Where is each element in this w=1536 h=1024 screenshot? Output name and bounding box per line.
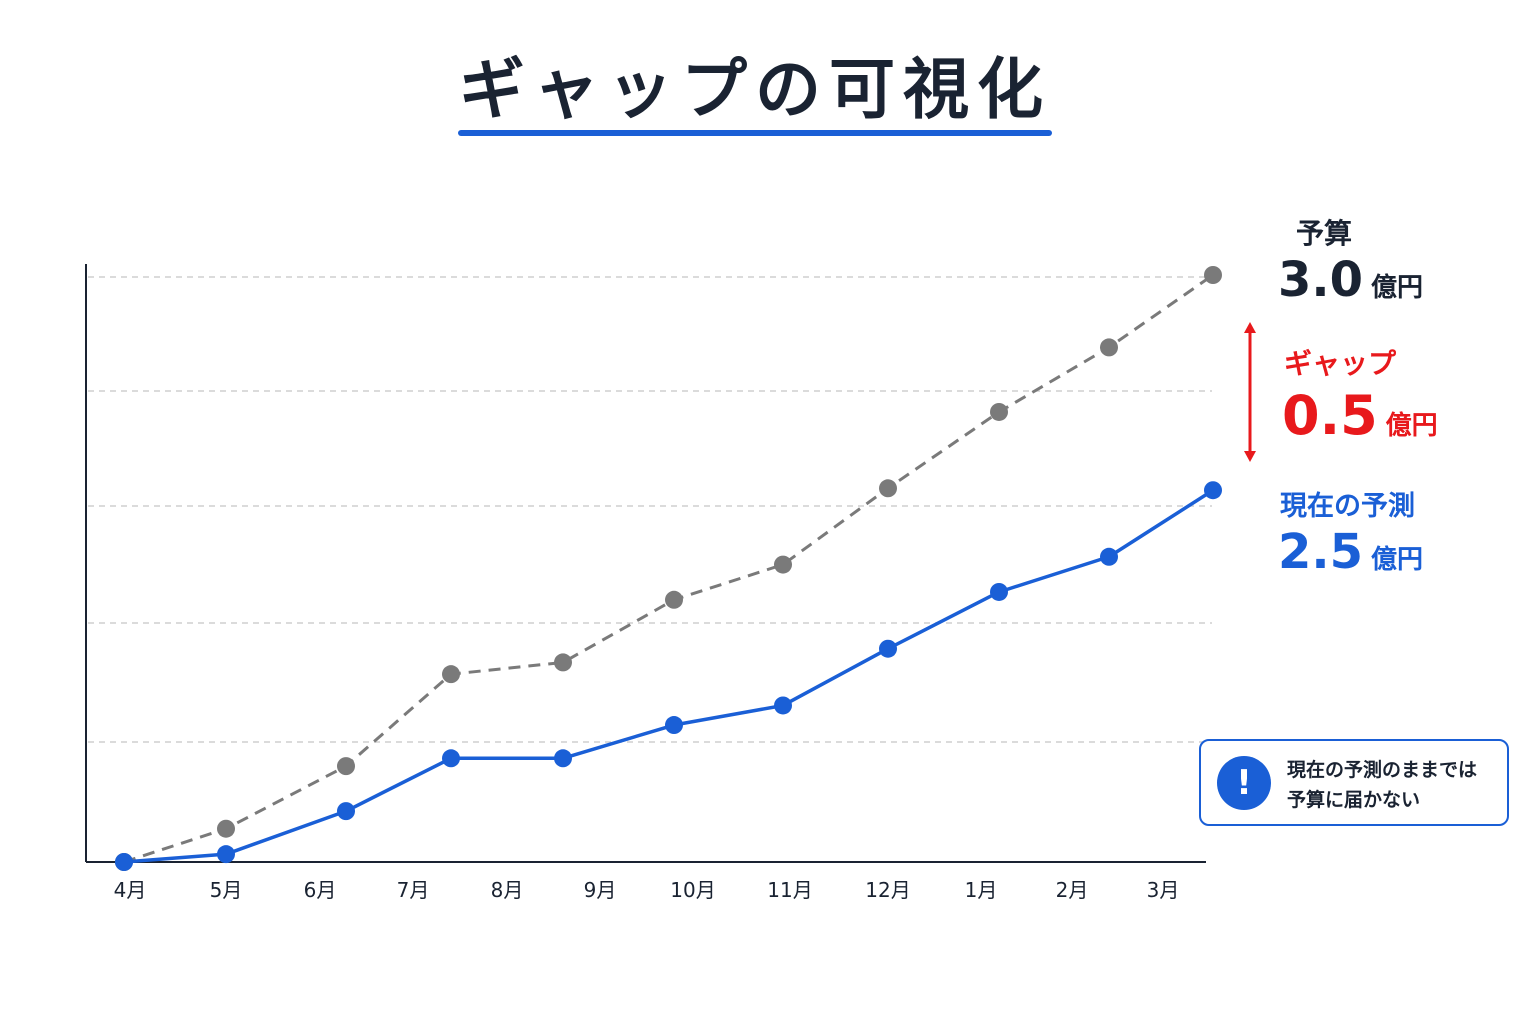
budget-point — [442, 665, 460, 684]
x-tick-label: 9月 — [584, 878, 617, 902]
x-tick-labels: 4月 5月 6月 7月 8月 9月 10月 11月 12月 1月 2月 3月 — [114, 878, 1180, 902]
forecast-value: 2.5 億円 — [1278, 524, 1423, 580]
gap-value-unit: 億円 — [1385, 411, 1438, 441]
budget-value-number: 3.0 — [1278, 252, 1364, 308]
x-tick-label: 3月 — [1147, 878, 1180, 902]
forecast-point — [990, 582, 1008, 601]
warning-note-line2: 予算に届かない — [1287, 789, 1421, 811]
budget-point — [774, 555, 792, 574]
budget-point — [990, 402, 1008, 421]
x-tick-label: 6月 — [304, 878, 337, 902]
x-tick-label: 4月 — [114, 878, 147, 902]
budget-series-line — [123, 273, 1214, 864]
budget-point — [1100, 338, 1118, 357]
forecast-value-number: 2.5 — [1278, 524, 1364, 580]
series-layer — [115, 266, 1222, 871]
forecast-point — [879, 639, 897, 658]
title-underline — [458, 130, 1052, 136]
budget-point — [554, 653, 572, 672]
forecast-point — [1100, 547, 1118, 566]
forecast-label: 現在の予測 — [1280, 491, 1415, 522]
forecast-point — [442, 749, 460, 768]
budget-point — [665, 590, 683, 609]
gap-value-number: 0.5 — [1282, 384, 1378, 447]
forecast-point — [115, 853, 133, 871]
x-tick-label: 11月 — [767, 878, 812, 902]
x-tick-label: 7月 — [397, 878, 430, 902]
forecast-point — [774, 696, 792, 715]
forecast-value-unit: 億円 — [1371, 545, 1424, 575]
warning-note-text: 現在の予測のままでは 予算に届かない — [1287, 755, 1477, 815]
warning-note-line1: 現在の予測のままでは — [1287, 759, 1478, 781]
forecast-point — [665, 716, 683, 735]
forecast-series-line — [123, 488, 1214, 864]
budget-value: 3.0 億円 — [1278, 252, 1423, 308]
x-tick-label: 5月 — [210, 878, 243, 902]
gap-label: ギャップ — [1284, 347, 1397, 380]
gap-arrow-icon — [1244, 322, 1256, 462]
budget-label: 予算 — [1296, 217, 1353, 250]
page-title: ギャップの可視化 — [459, 51, 1051, 128]
forecast-point — [554, 749, 572, 768]
grid-lines — [88, 276, 1212, 743]
exclamation-icon: ! — [1217, 756, 1271, 810]
gap-value: 0.5 億円 — [1282, 384, 1438, 447]
x-tick-label: 2月 — [1056, 878, 1089, 902]
budget-point — [879, 479, 897, 498]
forecast-point — [217, 845, 235, 864]
x-tick-label: 12月 — [865, 878, 910, 902]
x-tick-label: 8月 — [491, 878, 524, 902]
budget-value-unit: 億円 — [1371, 273, 1424, 303]
budget-point — [337, 757, 355, 776]
warning-note: ! 現在の予測のままでは 予算に届かない — [1199, 739, 1509, 826]
budget-point — [217, 819, 235, 838]
budget-point — [1204, 266, 1222, 284]
forecast-point — [1204, 481, 1222, 500]
forecast-point — [337, 802, 355, 821]
x-tick-label: 1月 — [965, 878, 998, 902]
x-tick-label: 10月 — [670, 878, 715, 902]
